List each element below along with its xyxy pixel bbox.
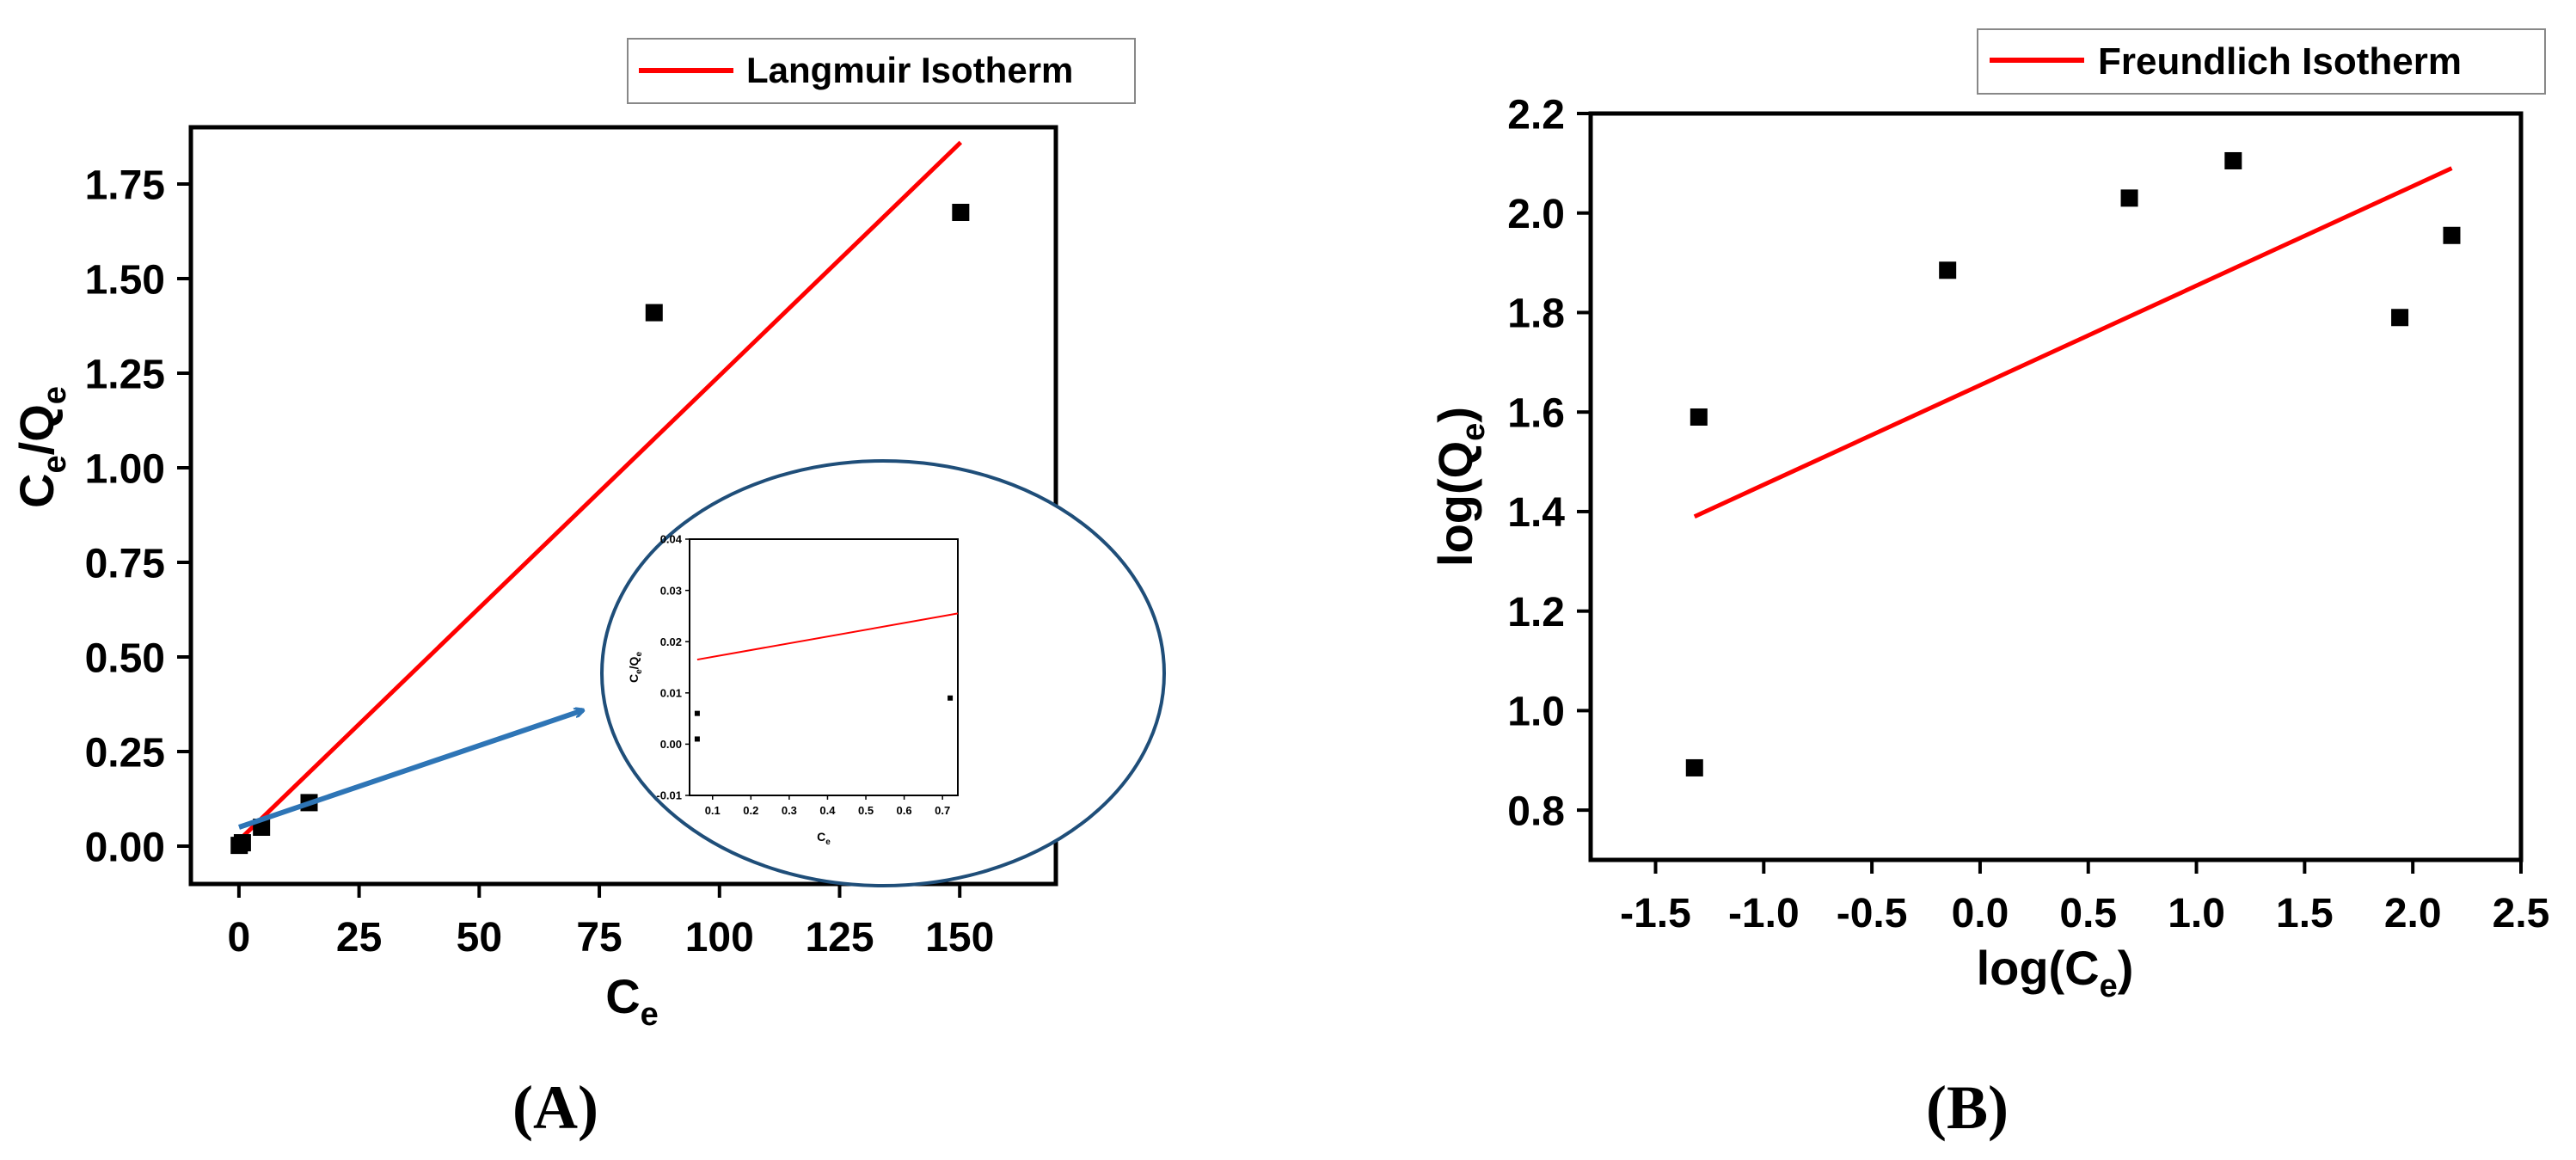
y-tick-label: 1.4	[1507, 490, 1565, 536]
y-tick-label: 0.01	[660, 686, 682, 699]
data-point	[2224, 151, 2242, 169]
inset-frame	[689, 538, 959, 796]
x-axis-a: 0 25 50 75 100 125 150	[228, 884, 994, 961]
x-tick-label: 150	[925, 915, 994, 961]
x-tick-label: 0.1	[705, 804, 721, 817]
x-tick-label: 0.2	[743, 804, 758, 817]
x-tick-label: 2.0	[2384, 891, 2442, 936]
y-tick-label: 1.2	[1507, 590, 1565, 635]
x-tick-label: 50	[457, 915, 502, 961]
x-tick-label: 100	[685, 915, 754, 961]
panel-b: Freundlich Isotherm -1.5 -1.0 -0.5 0.0 0.5 1.…	[1428, 28, 2549, 1142]
x-tick-label: 0	[228, 915, 251, 961]
x-tick-label: 0.5	[858, 804, 874, 817]
y-tick-label: 1.75	[85, 163, 165, 208]
zoom-arrow	[238, 710, 583, 830]
data-point	[1939, 261, 1957, 279]
data-point	[233, 834, 251, 852]
y-axis-title-a: Ce/Qe	[9, 386, 73, 508]
inset-x-axis: 0.1 0.2 0.3 0.4 0.5 0.6 0.7	[705, 795, 950, 817]
panel-b-label: (B)	[1926, 1073, 2009, 1142]
y-tick-label: 0.02	[660, 635, 682, 648]
x-axis-title-b: log(Ce)	[1977, 941, 2134, 1004]
data-point	[694, 710, 700, 716]
y-axis-a: 0.00 0.25 0.50 0.75 1.00 1.25 1.50 1.75	[85, 163, 191, 870]
data-point	[2120, 189, 2138, 207]
x-tick-label: -1.0	[1728, 891, 1800, 936]
x-tick-label: 1.5	[2276, 891, 2334, 936]
x-tick-label: 2.5	[2493, 891, 2550, 936]
x-tick-label: 0.6	[897, 804, 912, 817]
data-point	[948, 695, 954, 701]
y-tick-label: -0.01	[656, 789, 682, 802]
y-tick-label: 0.03	[660, 584, 682, 597]
x-tick-label: 0.0	[1952, 891, 2009, 936]
y-tick-label: 0.04	[660, 533, 683, 546]
y-tick-label: 1.0	[1507, 690, 1565, 735]
data-point	[694, 736, 700, 742]
y-tick-label: 0.50	[85, 635, 165, 681]
inset-data-points	[694, 695, 954, 742]
data-point	[2391, 309, 2409, 327]
y-axis-title-b: log(Qe)	[1428, 407, 1492, 567]
data-point	[1690, 408, 1708, 426]
fit-line-b	[1693, 166, 2453, 519]
y-tick-label: 1.00	[85, 446, 165, 492]
x-axis-title-a: Ce	[605, 969, 659, 1033]
x-tick-label: 1.0	[2168, 891, 2225, 936]
x-tick-label: 75	[576, 915, 622, 961]
y-axis-b: 0.8 1.0 1.2 1.4 1.6 1.8 2.0 2.2	[1507, 92, 1591, 834]
x-axis-b: -1.5 -1.0 -0.5 0.0 0.5 1.0 1.5 2.0 2.5	[1620, 860, 2549, 936]
x-tick-label: -0.5	[1837, 891, 1908, 936]
panel-a-label: (A)	[512, 1073, 598, 1142]
y-tick-label: 2.2	[1507, 92, 1565, 138]
x-tick-label: 0.4	[819, 804, 836, 817]
plot-b-frame	[1588, 111, 2524, 862]
inset-x-title: Ce	[817, 830, 831, 847]
data-point	[645, 304, 663, 322]
fit-line-a	[237, 140, 963, 842]
fit-line	[1693, 166, 2453, 519]
x-tick-label: 0.3	[782, 804, 797, 817]
y-tick-label: 0.00	[85, 825, 165, 870]
data-point	[952, 204, 970, 221]
inset-a: 0.1 0.2 0.3 0.4 0.5 0.6 0.7 -0.01 0.00 0.01 0.02 0…	[238, 459, 1166, 887]
y-tick-label: 1.6	[1507, 390, 1565, 436]
legend-a: Langmuir Isotherm	[627, 38, 1136, 104]
inset-y-title: Ce/Qe	[627, 652, 644, 683]
y-tick-label: 0.00	[660, 738, 682, 751]
y-tick-label: 0.25	[85, 730, 165, 776]
inset-fit-line	[696, 612, 959, 661]
y-tick-label: 0.75	[85, 541, 165, 586]
legend-a-label: Langmuir Isotherm	[746, 50, 1073, 90]
x-tick-label: 0.7	[935, 804, 950, 817]
legend-b-label: Freundlich Isotherm	[2098, 40, 2462, 83]
fit-line	[237, 140, 963, 842]
y-tick-label: 0.8	[1507, 789, 1565, 834]
x-tick-label: 125	[805, 915, 874, 961]
data-point	[1685, 758, 1703, 776]
panel-a: Langmuir Isotherm 0 25 50 75 100 125 150 0.000…	[9, 38, 1166, 1142]
legend-b: Freundlich Isotherm	[1977, 28, 2546, 95]
y-tick-label: 1.50	[85, 257, 165, 303]
y-tick-label: 2.0	[1507, 192, 1565, 237]
x-tick-label: -1.5	[1620, 891, 1691, 936]
data-points-b	[1685, 151, 2461, 776]
inset-y-axis: -0.01 0.00 0.01 0.02 0.03 0.04	[656, 533, 690, 802]
y-tick-label: 1.8	[1507, 292, 1565, 337]
inset-circle	[600, 459, 1166, 887]
x-tick-label: 0.5	[2059, 891, 2117, 936]
y-tick-label: 1.25	[85, 352, 165, 397]
data-point	[2443, 226, 2461, 244]
x-tick-label: 25	[336, 915, 382, 961]
fit-line	[696, 612, 959, 661]
